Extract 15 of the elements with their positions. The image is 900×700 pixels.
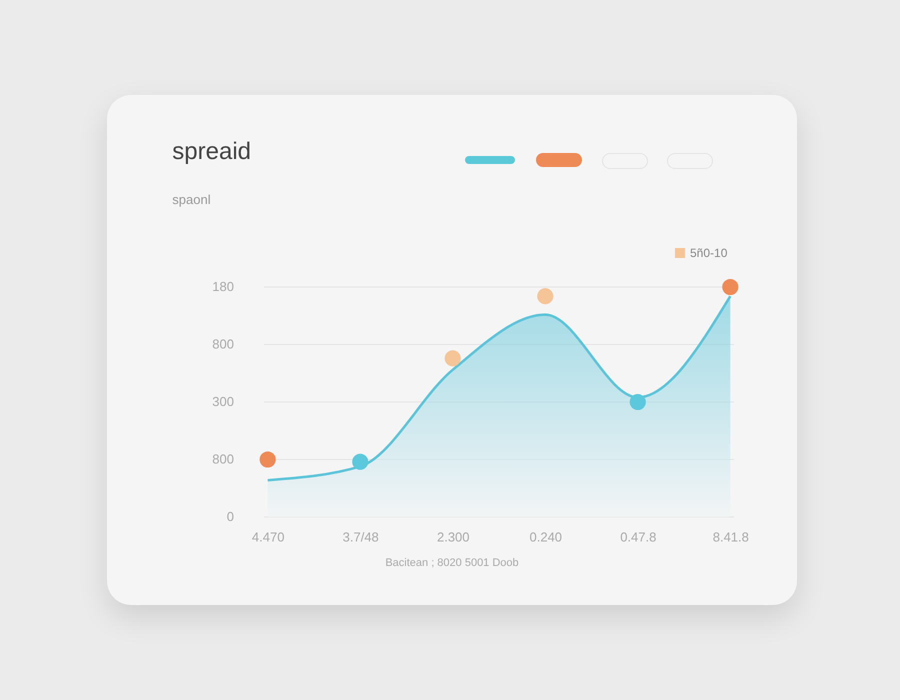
x-tick-label: 2.300 — [436, 530, 470, 544]
chart-title: spreaid — [172, 138, 252, 165]
text: 300 — [212, 394, 234, 409]
text: 0 — [226, 509, 234, 524]
x-tick-label: 4.470 — [252, 530, 284, 544]
text: 800 — [212, 452, 234, 466]
text: 800 — [212, 336, 234, 352]
x-tick-label: 0.47.8 — [620, 530, 656, 544]
x-tick-label: 3.7/48 — [342, 530, 379, 544]
text: Bacitean ; 8020 5001 Doob — [384, 557, 520, 569]
legend-label: 5ñ0-10 — [690, 246, 728, 260]
x-tick-label: 0.240 — [529, 530, 562, 544]
text: 180 — [212, 279, 234, 294]
x-tick-label: 8.41.8 — [712, 530, 749, 544]
chart-subtitle: spaonl — [172, 192, 211, 207]
